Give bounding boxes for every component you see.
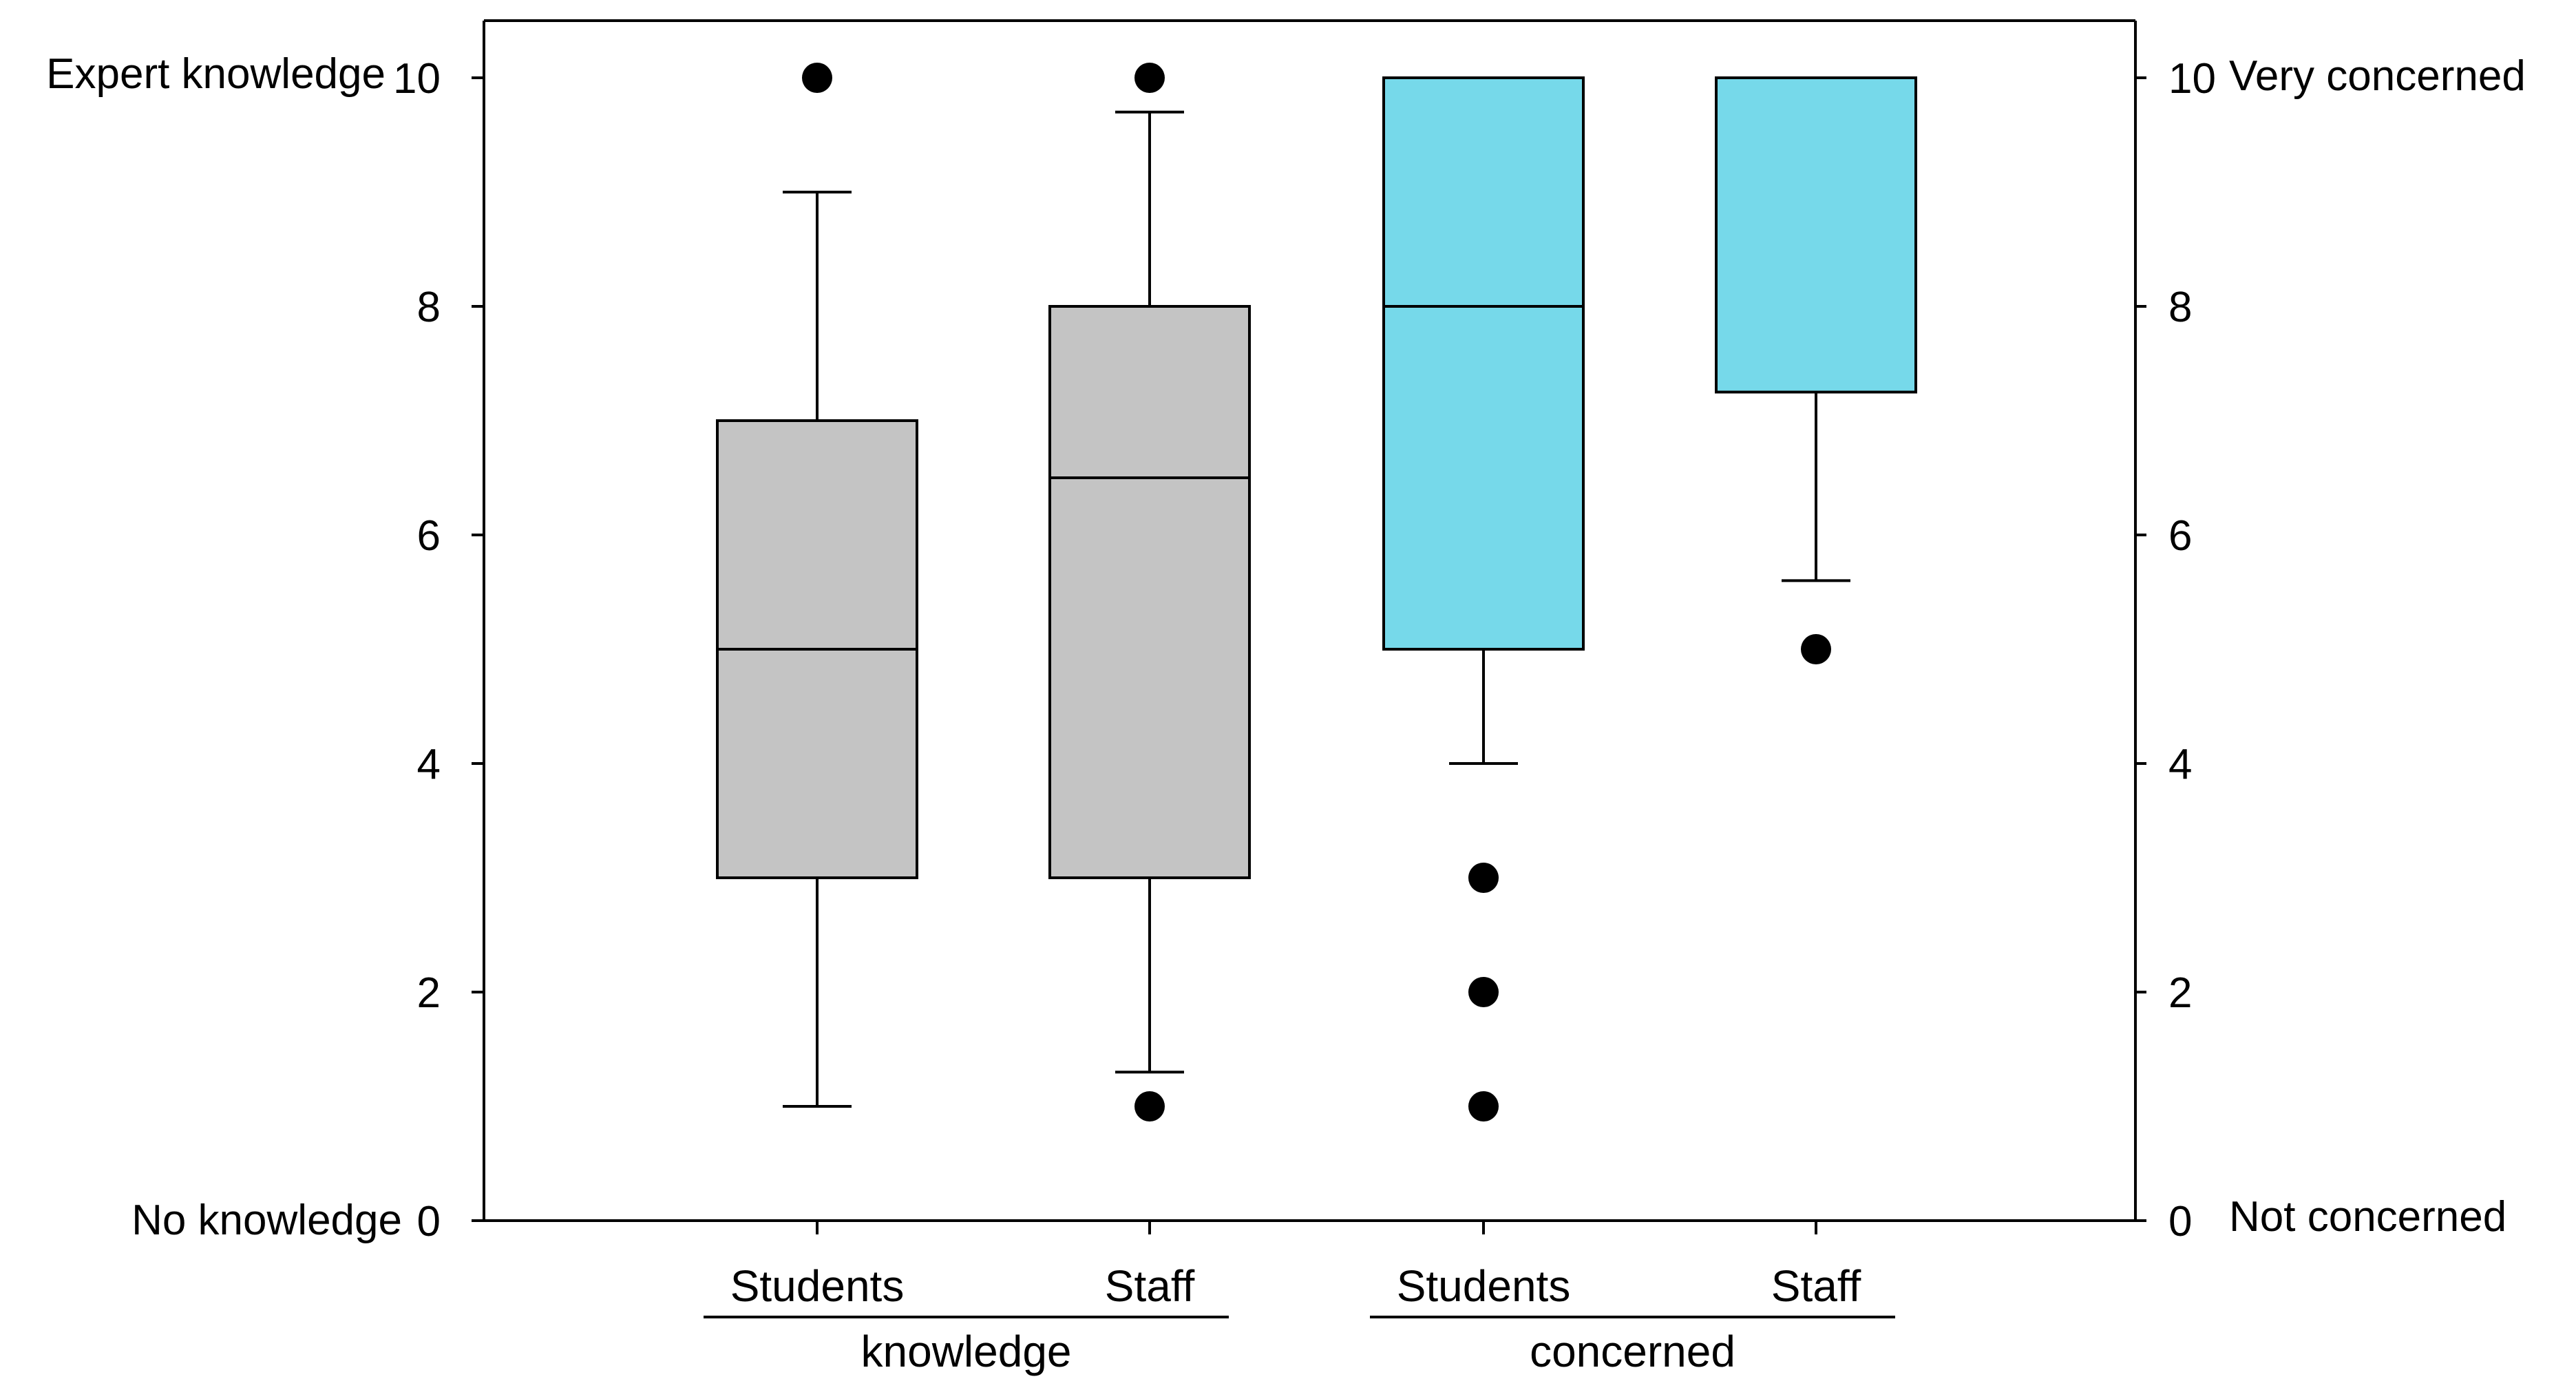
left-tick-label: 8	[417, 284, 441, 331]
right-axis-top-label: Very concerned	[2229, 52, 2526, 100]
outlier-point	[1468, 863, 1499, 893]
box-concerned-staff	[1715, 76, 1917, 664]
outlier-point	[1468, 1091, 1499, 1122]
right-axis-bottom-label: Not concerned	[2229, 1193, 2506, 1241]
left-y-axis: 0 2 4 6 8 10	[393, 55, 484, 1245]
box-body	[1715, 76, 1917, 394]
category-label-students: Students	[1397, 1261, 1571, 1311]
group-label-knowledge: knowledge	[861, 1327, 1072, 1376]
box-body	[1382, 76, 1585, 651]
outlier-point	[1801, 634, 1831, 664]
box-knowledge-students	[716, 63, 918, 1108]
plot-frame	[483, 19, 2137, 1222]
outlier-point	[1468, 977, 1499, 1007]
left-axis-top-label: Expert knowledge	[46, 50, 386, 98]
category-label-staff: Staff	[1771, 1261, 1861, 1311]
left-tick-label: 4	[417, 741, 441, 788]
category-label-staff: Staff	[1105, 1261, 1195, 1311]
box-body	[1048, 305, 1251, 879]
right-tick-label: 4	[2168, 741, 2192, 788]
box-knowledge-staff	[1048, 63, 1251, 1122]
right-tick-label: 6	[2168, 512, 2192, 560]
left-tick-label: 6	[417, 512, 441, 560]
right-y-axis: 0 2 4 6 8 10	[2135, 55, 2216, 1245]
outlier-point	[1134, 1091, 1165, 1122]
right-tick-label: 8	[2168, 284, 2192, 331]
left-axis-bottom-label: No knowledge	[131, 1197, 402, 1244]
boxes-layer	[716, 63, 1917, 1122]
x-axis: Students Staff knowledge Students Staff conce…	[704, 1221, 1895, 1376]
right-tick-label: 0	[2168, 1198, 2192, 1245]
category-label-students: Students	[730, 1261, 905, 1311]
group-label-concerned: concerned	[1530, 1327, 1735, 1376]
left-tick-label: 0	[417, 1198, 441, 1245]
box-concerned-students	[1382, 76, 1585, 1122]
outlier-point	[1134, 63, 1165, 93]
outlier-point	[802, 63, 832, 93]
left-tick-label: 10	[393, 55, 441, 103]
right-tick-label: 2	[2168, 969, 2192, 1017]
right-tick-label: 10	[2168, 55, 2216, 103]
left-tick-label: 2	[417, 969, 441, 1017]
